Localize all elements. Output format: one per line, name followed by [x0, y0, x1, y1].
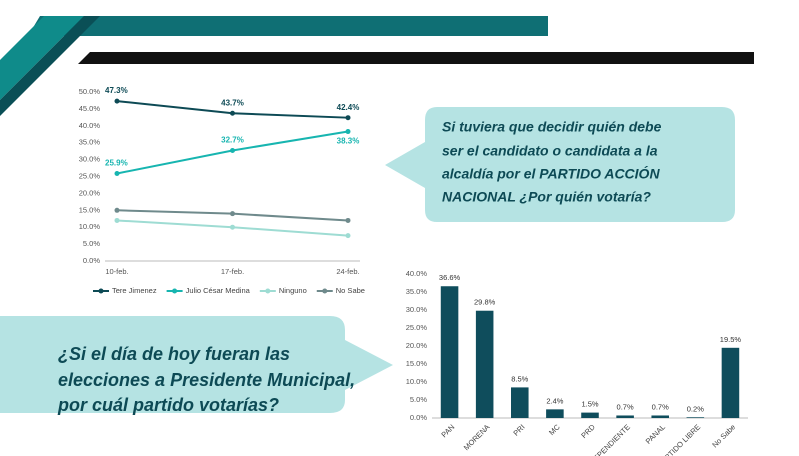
- data-point: [345, 233, 351, 239]
- y-tick-label: 5.0%: [83, 239, 100, 248]
- x-tick-label: PAN: [439, 422, 456, 439]
- data-point: [230, 211, 235, 217]
- black-band: [78, 52, 754, 64]
- legend-label: Tere Jimenez: [112, 286, 157, 295]
- data-label: 19.5%: [720, 335, 742, 344]
- question-line: ser el candidato o candidata a la: [442, 143, 658, 159]
- data-label: 29.8%: [474, 298, 496, 307]
- question-1: Si tuviera que decidir quién debe ser el…: [442, 119, 662, 205]
- data-point: [230, 147, 235, 153]
- top-band: [28, 16, 548, 36]
- x-tick-label: MC: [547, 422, 562, 437]
- x-tick-label: MORENA: [462, 422, 492, 452]
- data-label: 1.5%: [581, 400, 598, 409]
- data-label: 0.7%: [617, 402, 634, 411]
- question-line: por cuál partido votarías?: [57, 395, 279, 415]
- bar: [721, 347, 740, 418]
- bar: [546, 409, 564, 418]
- data-point: [114, 98, 120, 104]
- data-label: 0.7%: [652, 402, 669, 411]
- data-label: 32.7%: [221, 136, 244, 145]
- y-tick-label: 35.0%: [79, 138, 101, 147]
- question-line: elecciones a Presidente Municipal,: [58, 370, 355, 390]
- bar: [686, 417, 705, 418]
- bar: [581, 412, 599, 418]
- legend-label: No Sabe: [336, 286, 365, 295]
- y-tick-label: 45.0%: [79, 104, 101, 113]
- x-tick-label: 17-feb.: [221, 267, 244, 276]
- data-label: 36.6%: [439, 273, 461, 282]
- y-tick-label: 25.0%: [406, 323, 428, 332]
- y-tick-label: 5.0%: [410, 395, 427, 404]
- y-tick-label: 20.0%: [406, 341, 428, 350]
- x-tick-label: 10-feb.: [105, 267, 128, 276]
- y-tick-label: 25.0%: [79, 171, 101, 180]
- y-tick-label: 50.0%: [79, 87, 101, 96]
- data-label: 42.4%: [337, 103, 360, 112]
- data-point: [114, 207, 120, 213]
- data-point: [114, 217, 120, 223]
- data-label: 8.5%: [511, 374, 528, 383]
- y-tick-label: 20.0%: [79, 188, 101, 197]
- data-label: 43.7%: [221, 98, 244, 107]
- legend-swatch: [172, 288, 178, 294]
- bar: [440, 286, 459, 418]
- x-tick-label: PRD: [579, 422, 597, 440]
- data-label: 0.2%: [687, 404, 704, 413]
- legend-label: Julio César Medina: [186, 286, 251, 295]
- question-bubble: [0, 316, 393, 413]
- data-point: [345, 129, 351, 135]
- y-tick-label: 30.0%: [79, 155, 101, 164]
- bar: [651, 415, 669, 418]
- question-line: ¿Si el día de hoy fueran las: [58, 344, 290, 364]
- data-point: [345, 217, 351, 223]
- y-tick-label: 15.0%: [79, 205, 101, 214]
- bar: [616, 415, 634, 418]
- legend-swatch: [98, 288, 104, 294]
- legend-swatch: [265, 288, 271, 294]
- y-tick-label: 0.0%: [83, 256, 100, 265]
- bar: [511, 387, 529, 418]
- y-tick-label: 40.0%: [79, 121, 101, 130]
- y-tick-label: 40.0%: [406, 269, 428, 278]
- data-point: [345, 115, 351, 121]
- question-2: ¿Si el día de hoy fueran las elecciones …: [57, 344, 355, 415]
- y-tick-label: 10.0%: [79, 222, 101, 231]
- data-label: 25.9%: [105, 159, 128, 168]
- y-tick-label: 30.0%: [406, 305, 428, 314]
- data-point: [230, 110, 235, 116]
- x-tick-label: No Sabe: [710, 422, 737, 449]
- bar: [475, 310, 494, 418]
- x-tick-label: PRI: [511, 422, 526, 437]
- x-tick-label: 24-feb.: [336, 267, 359, 276]
- y-tick-label: 15.0%: [406, 359, 428, 368]
- question-bubble: [385, 107, 735, 222]
- question-line: NACIONAL ¿Por quién votaría?: [442, 189, 651, 205]
- x-tick-label: PANAL: [644, 422, 667, 445]
- data-label: 38.3%: [337, 137, 360, 146]
- y-tick-label: 10.0%: [406, 377, 428, 386]
- question-line: Si tuviera que decidir quién debe: [442, 119, 662, 135]
- data-label: 2.4%: [546, 396, 563, 405]
- data-label: 47.3%: [105, 86, 128, 95]
- corner-deco: [0, 16, 100, 116]
- question-line: alcaldía por el PARTIDO ACCIÓN: [442, 165, 660, 182]
- y-tick-label: 35.0%: [406, 287, 428, 296]
- legend-swatch: [322, 288, 328, 294]
- y-tick-label: 0.0%: [410, 413, 427, 422]
- legend-label: Ninguno: [279, 286, 307, 295]
- data-point: [114, 170, 120, 176]
- data-point: [230, 224, 235, 230]
